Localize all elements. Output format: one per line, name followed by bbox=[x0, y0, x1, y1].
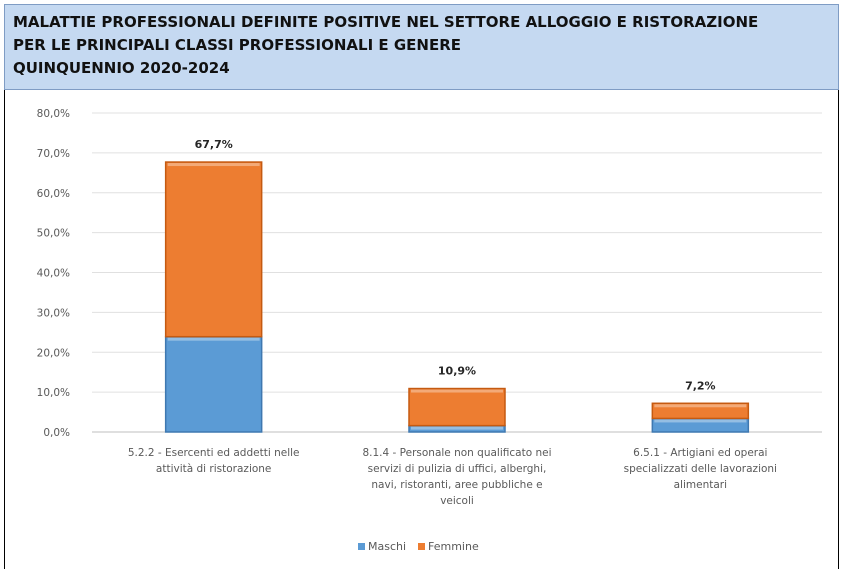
x-category-label: servizi di pulizia di uffici, alberghi, bbox=[368, 463, 547, 475]
bar-highlight bbox=[654, 419, 747, 423]
y-tick-label: 80,0% bbox=[37, 108, 70, 120]
legend-label: Maschi bbox=[368, 540, 406, 553]
y-tick-label: 0,0% bbox=[43, 427, 70, 439]
bar-maschi bbox=[164, 335, 263, 433]
x-category-label: veicoli bbox=[440, 495, 474, 507]
y-tick-label: 40,0% bbox=[37, 268, 70, 280]
chart-title-line-2: PER LE PRINCIPALI CLASSI PROFESSIONALI E… bbox=[13, 36, 462, 54]
x-category-label: 6.5.1 - Artigiani ed operai bbox=[633, 447, 767, 459]
chart-title-line-3: QUINQUENNIO 2020-2024 bbox=[13, 59, 230, 77]
bar-highlight bbox=[167, 337, 260, 341]
data-label: 10,9% bbox=[438, 365, 476, 378]
x-category-label: 8.1.4 - Personale non qualificato nei bbox=[362, 447, 551, 459]
bar-highlight bbox=[411, 389, 503, 393]
chart-title-box: MALATTIE PROFESSIONALI DEFINITE POSITIVE… bbox=[4, 4, 839, 90]
x-category-label: attività di ristorazione bbox=[156, 463, 272, 475]
data-label: 7,2% bbox=[685, 379, 716, 392]
y-tick-label: 30,0% bbox=[37, 307, 70, 319]
legend-swatch bbox=[418, 543, 425, 550]
x-category-label: navi, ristoranti, aree pubbliche e bbox=[371, 479, 542, 491]
y-tick-label: 70,0% bbox=[37, 148, 70, 160]
y-tick-label: 50,0% bbox=[37, 228, 70, 240]
bar-highlight bbox=[654, 404, 747, 408]
bar-femmine bbox=[164, 161, 263, 338]
x-category-label: alimentari bbox=[674, 479, 727, 491]
bar-femmine bbox=[408, 387, 506, 427]
bar-femmine bbox=[651, 402, 750, 420]
data-label: 67,7% bbox=[195, 138, 233, 151]
y-tick-label: 20,0% bbox=[37, 347, 70, 359]
bar-highlight bbox=[167, 163, 260, 167]
x-category-label: specializzati delle lavorazioni bbox=[624, 463, 777, 475]
y-tick-label: 10,0% bbox=[37, 387, 70, 399]
y-tick-label: 60,0% bbox=[37, 188, 70, 200]
chart-frame bbox=[4, 90, 839, 569]
x-category-label: 5.2.2 - Esercenti ed addetti nelle bbox=[128, 447, 300, 459]
legend-swatch bbox=[358, 543, 365, 550]
legend-label: Femmine bbox=[428, 540, 479, 553]
bar-highlight bbox=[411, 426, 503, 430]
chart-title-line-1: MALATTIE PROFESSIONALI DEFINITE POSITIVE… bbox=[13, 13, 759, 31]
